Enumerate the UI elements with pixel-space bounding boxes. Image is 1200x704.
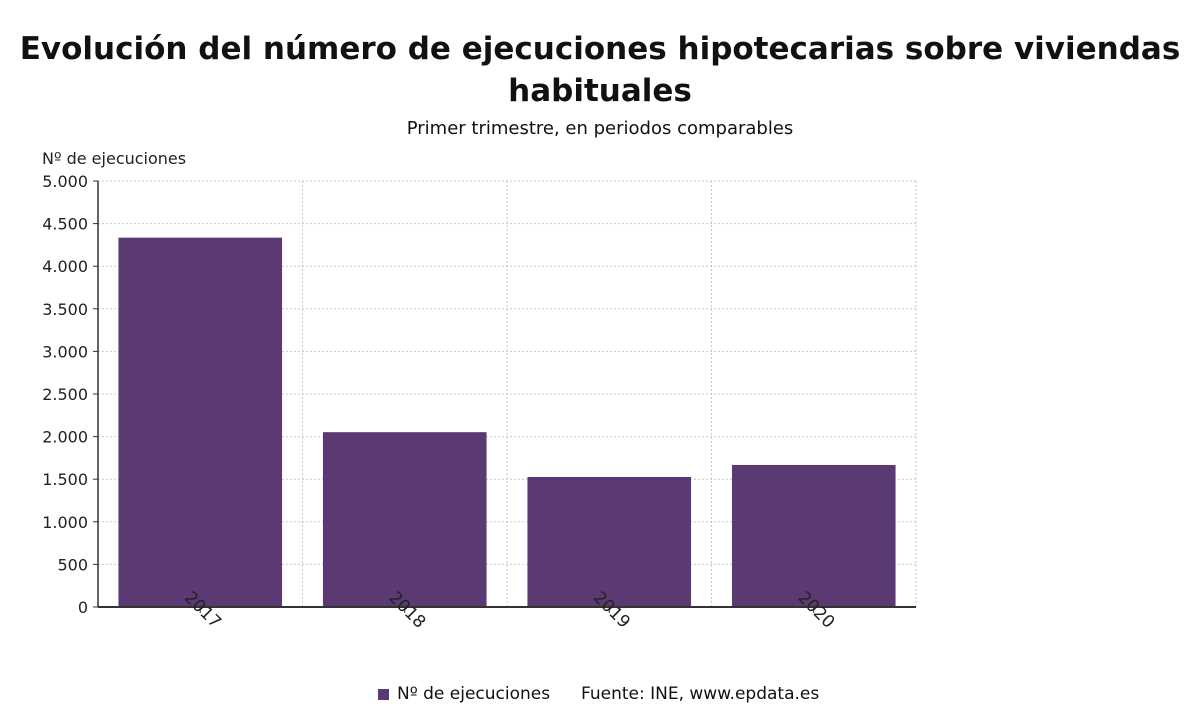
chart-title: Evolución del número de ejecuciones hipo… xyxy=(19,31,1181,109)
y-tick-label: 3.500 xyxy=(42,300,88,319)
legend: Nº de ejecuciones xyxy=(378,684,550,704)
axes xyxy=(97,181,916,608)
y-tick-label: 2.000 xyxy=(42,428,88,447)
bars xyxy=(118,237,896,607)
bar-2020 xyxy=(731,464,896,607)
y-tick-label: 1.500 xyxy=(42,470,88,489)
y-axis-label: Nº de ejecuciones xyxy=(42,149,187,168)
y-tick-label: 1.000 xyxy=(42,513,88,532)
y-tick-label: 4.000 xyxy=(42,257,88,276)
y-tick-label: 2.500 xyxy=(42,385,88,404)
chart-subtitle: Primer trimestre, en periodos comparable… xyxy=(406,118,794,139)
y-tick-label: 4.500 xyxy=(42,215,88,234)
bar-2017 xyxy=(118,237,283,607)
legend-swatch xyxy=(378,688,389,700)
bar-2019 xyxy=(527,476,692,607)
y-tick-label: 500 xyxy=(57,555,88,574)
y-tick-label: 0 xyxy=(78,598,88,617)
bar-2018 xyxy=(322,432,487,607)
source-note: Fuente: INE, www.epdata.es xyxy=(581,684,820,704)
y-tick-label: 3.000 xyxy=(42,342,88,361)
legend-label: Nº de ejecuciones xyxy=(397,684,551,704)
y-axis-ticks: 0 500 1.000 1.500 2.000 2.500 3.000 3.500 4.000 4… xyxy=(42,172,98,617)
y-tick-label: 5.000 xyxy=(42,172,88,191)
